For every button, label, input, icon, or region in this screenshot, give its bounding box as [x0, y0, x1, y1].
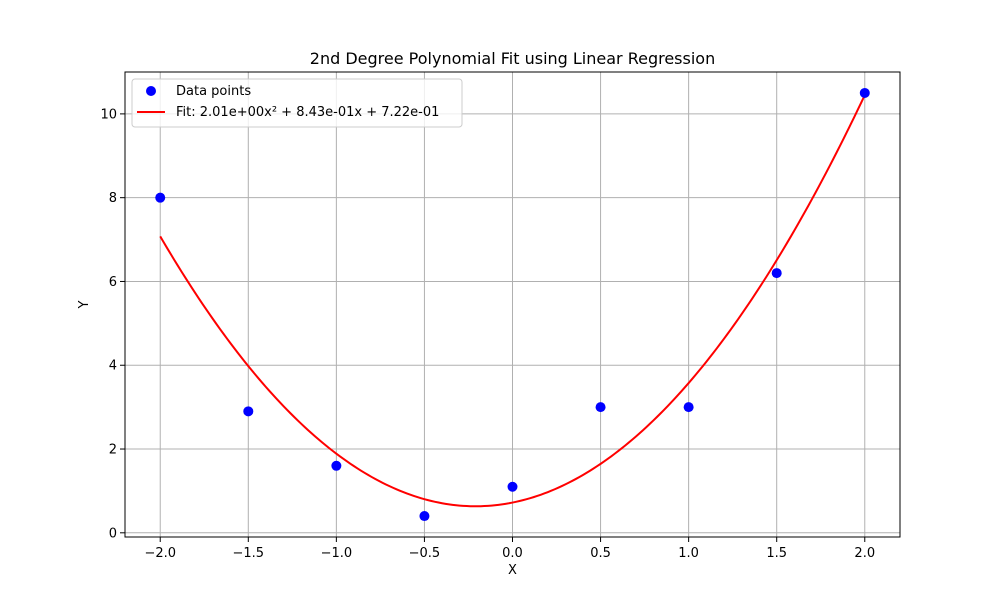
scatter-series — [155, 87, 870, 522]
fit-series — [159, 94, 866, 508]
legend-label-data-points: Data points — [176, 84, 251, 99]
y-tick-label: 6 — [109, 275, 117, 290]
x-tick-label: 1.0 — [678, 546, 699, 561]
chart-title: 2nd Degree Polynomial Fit using Linear R… — [310, 49, 715, 68]
data-point — [243, 406, 254, 417]
y-tick-label: 4 — [109, 359, 117, 374]
x-tick-label: −2.0 — [144, 546, 176, 561]
x-tick-label: −0.5 — [409, 546, 441, 561]
y-tick-label: 8 — [109, 191, 117, 206]
legend: Data points Fit: 2.01e+00x² + 8.43e-01x … — [131, 78, 463, 128]
x-tick-label: −1.5 — [233, 546, 265, 561]
data-point — [771, 268, 782, 279]
x-tick-label: 1.5 — [766, 546, 787, 561]
y-tick-label: 2 — [109, 443, 117, 458]
y-axis-label: Y — [77, 300, 92, 309]
data-point — [419, 511, 430, 522]
legend-marker-data-points — [146, 86, 156, 96]
legend-label-fit: Fit: 2.01e+00x² + 8.43e-01x + 7.22e-01 — [176, 105, 439, 120]
y-tick-label: 10 — [100, 107, 117, 122]
data-point — [859, 87, 870, 98]
x-axis-label: X — [508, 563, 517, 578]
x-axis-ticks: −2.0 −1.5 −1.0 −0.5 0.0 0.5 1.0 1.5 2.0 — [144, 537, 875, 561]
grid — [125, 72, 900, 537]
legend-box — [131, 78, 463, 128]
x-tick-label: −1.0 — [321, 546, 353, 561]
data-point — [595, 402, 606, 413]
data-point — [683, 402, 694, 413]
data-point — [507, 481, 518, 492]
data-point — [331, 460, 342, 471]
x-tick-label: 2.0 — [854, 546, 875, 561]
y-tick-label: 0 — [109, 526, 117, 541]
fit-curve — [159, 94, 866, 508]
y-axis-ticks: 0 2 4 6 8 10 — [100, 107, 125, 541]
x-tick-label: 0.0 — [502, 546, 523, 561]
x-tick-label: 0.5 — [590, 546, 611, 561]
data-point — [155, 192, 166, 203]
